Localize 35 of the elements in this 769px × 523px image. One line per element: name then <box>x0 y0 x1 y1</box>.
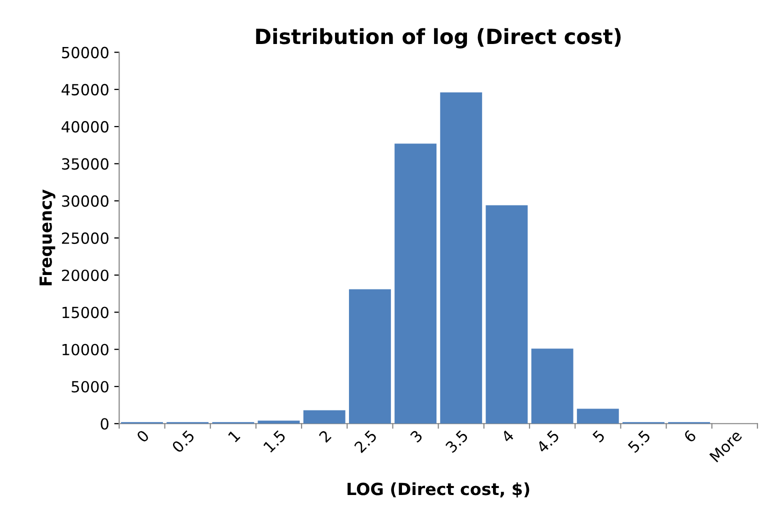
y-tick-label: 45000 <box>62 84 108 96</box>
bar <box>531 348 574 424</box>
x-tick-label: 1 <box>228 430 240 442</box>
bar <box>258 420 300 424</box>
bar <box>440 92 482 424</box>
x-tick-label: 0 <box>136 429 150 444</box>
y-tick-label: 40000 <box>62 121 108 133</box>
y-tick-label: 30000 <box>62 195 108 207</box>
y-tick-label: 5000 <box>72 380 108 393</box>
x-tick-label: 2.5 <box>354 430 378 454</box>
x-tick-label: 3 <box>410 430 424 443</box>
y-tick-label: 25000 <box>62 232 108 244</box>
bar <box>394 144 437 424</box>
bar <box>348 289 391 424</box>
x-tick-label: 5 <box>592 430 606 443</box>
x-tick-label: 1.5 <box>263 430 286 453</box>
y-tick-label: 10000 <box>62 344 108 356</box>
x-tick-label: 2 <box>318 430 332 443</box>
x-tick-label: 6 <box>683 429 697 443</box>
y-axis-title: Frequency <box>40 189 56 286</box>
x-tick-label: 4 <box>500 429 514 444</box>
x-tick-label: 3.5 <box>444 430 469 454</box>
x-tick-label: 5.5 <box>627 430 651 454</box>
y-tick-label: 50000 <box>62 46 108 58</box>
x-tick-label: 4.5 <box>536 430 560 454</box>
x-axis-title: LOG (Direct cost, $) <box>348 482 530 498</box>
x-tick-label: 0.5 <box>171 430 195 454</box>
y-tick-label: 15000 <box>62 306 108 318</box>
bar <box>303 410 346 424</box>
chart-title: Distribution of log (Direct cost) <box>256 28 621 48</box>
y-tick-label: 35000 <box>62 158 108 170</box>
y-tick-label: 20000 <box>62 270 108 282</box>
y-tick-label: 0 <box>100 418 108 430</box>
bar <box>576 408 619 424</box>
bar <box>486 205 528 424</box>
